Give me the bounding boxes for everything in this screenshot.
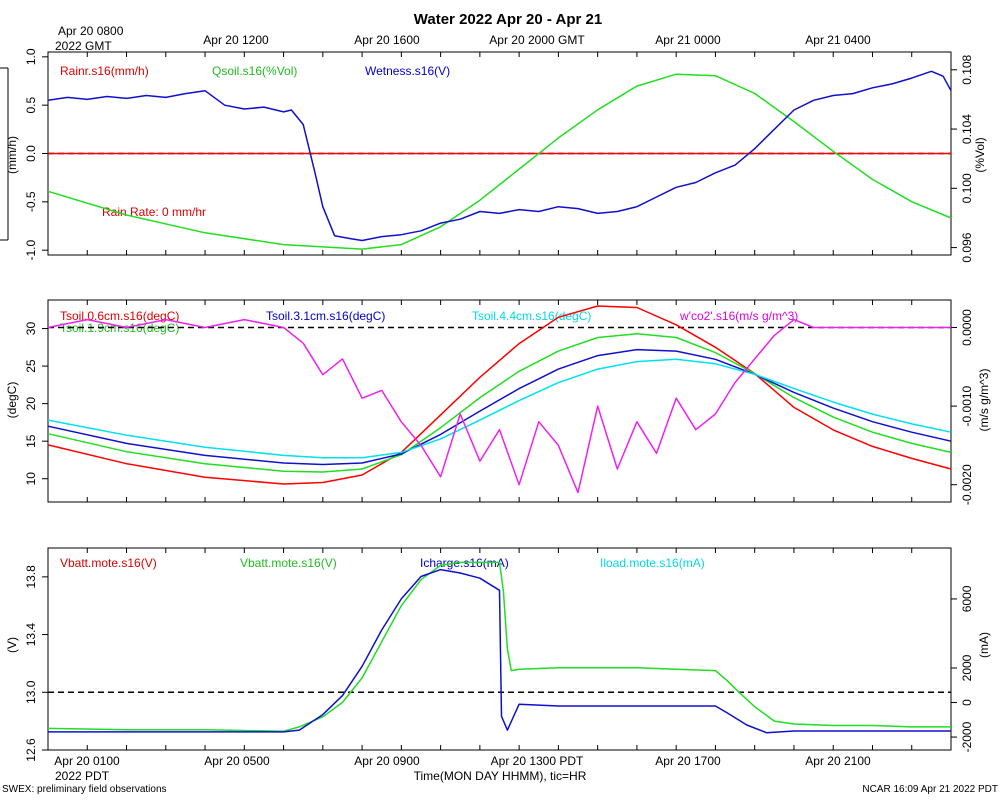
y-tick-label-left: 13.8 <box>24 565 38 589</box>
chart-title: Water 2022 Apr 20 - Apr 21 <box>414 11 602 28</box>
y-tick-label-right: 0.0000 <box>960 309 974 346</box>
footer-timestamp: NCAR 16:09 Apr 21 2022 PDT <box>862 784 998 795</box>
y-tick-label-right: 2000 <box>960 654 974 681</box>
series-line-tsoil-3-1cm-s16-blue <box>47 348 952 466</box>
legend-vbatt-green: Vbatt.mote.s16(V) <box>240 556 337 570</box>
legend-vbatt-red: Vbatt.mote.s16(V) <box>60 556 157 570</box>
legend-tsoil-4-4cm: Tsoil.4.4cm.s16(degC) <box>472 309 591 323</box>
bottom-axis-label: Apr 20 0500 <box>204 754 270 768</box>
footer-note: SWEX: preliminary field observations <box>2 784 167 795</box>
panel2-left-ylabel: (degC) <box>5 382 19 419</box>
y-tick-label-left: 30 <box>24 322 38 336</box>
legend-qsoil: Qsoil.s16(%Vol) <box>212 64 297 78</box>
legend-tsoil-3-1cm: Tsoil.3.1cm.s16(degC) <box>266 309 385 323</box>
y-tick-label-left: 0.0 <box>24 145 38 162</box>
legend-rainr: Rainr.s16(mm/h) <box>60 64 149 78</box>
top-axis-label: Apr 20 1600 <box>354 33 420 47</box>
y-tick-label-left: -1.0 <box>24 240 38 261</box>
plot-frame <box>47 547 952 751</box>
y-tick-label-right: -2000 <box>960 721 974 752</box>
series-line-qsoil-s16-green <box>47 73 952 250</box>
legend-iload: Iload.mote.s16(mA) <box>600 556 705 570</box>
series-line-tsoil-0-6cm-s16-red <box>47 305 952 485</box>
bottom-axis-year-label: 2022 PDT <box>55 769 110 783</box>
y-tick-label-right: 0.100 <box>960 173 974 203</box>
bottom-axis-label: Apr 20 1700 <box>655 754 721 768</box>
series-line-wetness-s16-blue <box>47 70 952 242</box>
y-tick-label-right: 0 <box>960 699 974 706</box>
y-tick-label-right: -0.0010 <box>960 385 974 426</box>
y-tick-label-right: 0.104 <box>960 114 974 144</box>
bottom-axis-label: Apr 20 1300 PDT <box>491 754 584 768</box>
x-axis-label: Time(MON DAY HHMM), tic=HR <box>414 769 587 783</box>
y-tick-label-left: 15 <box>24 434 38 448</box>
y-tick-label-left: 25 <box>24 359 38 373</box>
y-tick-label-left: -0.5 <box>24 191 38 212</box>
bottom-axis-label: Apr 20 2100 <box>805 754 871 768</box>
bottom-axis-label: Apr 20 0100 <box>54 754 120 768</box>
y-tick-label-left: 1.0 <box>24 48 38 65</box>
y-tick-label-left: 10 <box>24 472 38 486</box>
top-axis-first-label: Apr 20 0800 <box>58 24 124 38</box>
panel1-right-ylabel: (%Vol) <box>973 137 987 172</box>
top-axis-label: Apr 21 0000 <box>655 33 721 47</box>
series-line-icharge-s16-blue <box>48 568 951 734</box>
y-tick-label-right: 6000 <box>960 585 974 612</box>
y-tick-label-right: -0.0020 <box>960 464 974 505</box>
top-axis-label: Apr 20 1200 <box>203 33 269 47</box>
bottom-axis-label: Apr 20 0900 <box>354 754 420 768</box>
series-line-w-co2-s16-magenta <box>47 318 951 494</box>
panel2-right-ylabel: (m/s g/m^3) <box>977 369 991 432</box>
legend-wetness: Wetness.s16(V) <box>365 64 450 78</box>
panel1-left-ylabel: (mm/h) <box>5 136 19 174</box>
panel3-right-ylabel: (mA) <box>977 632 991 658</box>
top-axis-label: Apr 20 2000 GMT <box>489 33 585 47</box>
top-axis-label: Apr 21 0400 <box>805 33 871 47</box>
y-tick-label-left: 20 <box>24 397 38 411</box>
y-tick-label-left: 13.0 <box>24 680 38 704</box>
y-tick-label-right: 0.096 <box>960 232 974 262</box>
legend-wco2: w'co2'.s16(m/s g/m^3) <box>679 309 798 323</box>
plot-frame <box>47 299 952 503</box>
y-tick-label-left: 13.4 <box>24 623 38 647</box>
y-tick-label-left: 0.5 <box>24 97 38 114</box>
panel3-left-ylabel: (V) <box>5 637 19 653</box>
top-axis-year-label: 2022 GMT <box>55 39 112 53</box>
y-tick-label-left: 12.6 <box>24 738 38 762</box>
y-tick-label-right: 0.108 <box>960 54 974 84</box>
series-line-tsoil-1-9cm-s16-green <box>47 333 952 473</box>
series-line-vbatt-mote-s16-green <box>47 561 951 732</box>
series-line-tsoil-4-4cm-s16-cyan <box>47 358 952 459</box>
